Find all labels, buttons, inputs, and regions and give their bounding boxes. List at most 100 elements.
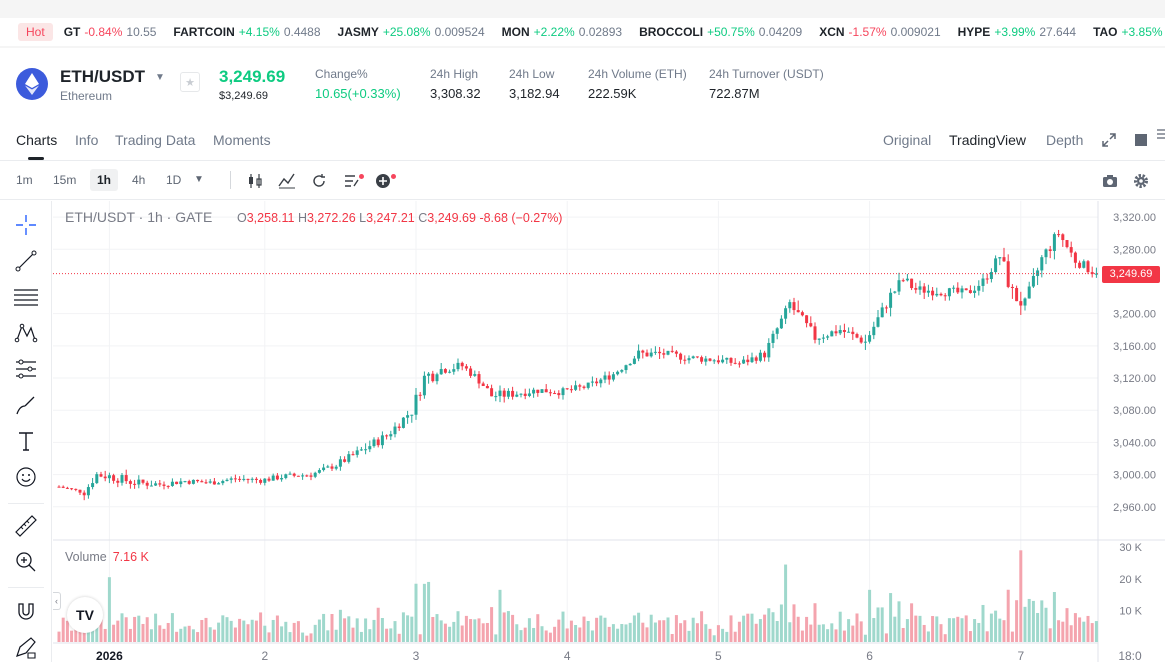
volume-bar <box>527 618 531 642</box>
candle-body <box>582 386 586 388</box>
volume-bar <box>532 627 536 642</box>
emoji-icon[interactable] <box>13 464 39 490</box>
volume-bar <box>792 604 796 642</box>
volume-bar <box>637 612 641 642</box>
pattern-icon[interactable] <box>13 320 39 346</box>
ticker-item[interactable]: JASMY +25.08% 0.009524 <box>338 25 485 39</box>
interval-1m[interactable]: 1m <box>16 173 33 187</box>
candle-body <box>729 357 733 363</box>
candle-body <box>599 379 603 384</box>
ruler-icon[interactable] <box>13 513 39 539</box>
volume-bar <box>649 614 653 642</box>
tab-moments[interactable]: Moments <box>213 132 271 148</box>
volume-bar <box>427 581 431 642</box>
lock-drawing-icon[interactable] <box>13 634 39 660</box>
prediction-icon[interactable] <box>13 356 39 382</box>
text-icon[interactable] <box>13 428 39 454</box>
tab-charts[interactable]: Charts <box>16 132 58 148</box>
y-tick-label: 3,160.00 <box>1113 341 1156 353</box>
volume-bar <box>246 624 250 642</box>
volume-bar <box>1069 625 1073 642</box>
candlestick-chart[interactable]: 2,960.00 3,000.00 3,040.00 3,080.00 3,120.00… <box>53 201 1165 662</box>
zoom-in-icon[interactable] <box>13 549 39 575</box>
ticker-item[interactable]: GT -0.84% 10.55 <box>64 25 157 39</box>
active-tab-indicator <box>28 157 44 160</box>
candle-body <box>460 362 464 367</box>
candlestick-icon[interactable] <box>245 171 265 191</box>
volume-bar <box>359 631 363 642</box>
templates-icon[interactable] <box>342 171 362 191</box>
magnet-icon[interactable] <box>13 598 39 624</box>
volume-bar <box>271 619 275 642</box>
candle-body <box>578 385 582 387</box>
view-tradingview[interactable]: TradingView <box>949 132 1027 148</box>
candle-body <box>603 375 607 380</box>
add-icon[interactable] <box>374 171 394 191</box>
candle-body <box>876 317 880 327</box>
ohlc-close: 3,249.69 <box>427 211 476 225</box>
interval-15m[interactable]: 15m <box>53 173 77 187</box>
ticker-item[interactable]: MON +2.22% 0.02893 <box>502 25 622 39</box>
ticker-item[interactable]: FARTCOIN +4.15% 0.4488 <box>173 25 320 39</box>
ticker-item[interactable]: BROCCOLI +50.75% 0.04209 <box>639 25 802 39</box>
ticker-item[interactable]: XCN -1.57% 0.009021 <box>819 25 940 39</box>
menu-icon[interactable] <box>1157 129 1165 139</box>
pair-name[interactable]: ETH/USDT <box>60 67 145 86</box>
volume-bar <box>124 617 128 642</box>
chart-pane[interactable]: 2,960.00 3,000.00 3,040.00 3,080.00 3,120.00… <box>53 201 1165 662</box>
volume-bar <box>456 611 460 642</box>
volume-bar <box>284 621 288 642</box>
interval-1h[interactable]: 1h <box>90 169 119 191</box>
chevron-down-icon[interactable]: ▼ <box>155 72 165 83</box>
candle-body <box>128 481 132 484</box>
hot-badge[interactable]: Hot <box>18 23 53 41</box>
crosshair-icon[interactable] <box>13 212 39 238</box>
camera-icon[interactable] <box>1100 171 1120 191</box>
ticker-item[interactable]: HYPE +3.99% 27.644 <box>958 25 1076 39</box>
brush-icon[interactable] <box>13 392 39 418</box>
notification-dot <box>359 174 364 179</box>
volume-bar <box>578 627 582 642</box>
volume-bar <box>1094 621 1098 642</box>
candle-body <box>65 487 69 489</box>
volume-bar <box>57 631 61 642</box>
compare-icon[interactable] <box>309 171 329 191</box>
collapse-toolbar-handle[interactable]: ‹ <box>53 592 61 610</box>
candle-body <box>448 371 452 373</box>
volume-bar <box>683 620 687 642</box>
view-depth[interactable]: Depth <box>1046 132 1084 148</box>
indicators-icon[interactable] <box>277 171 297 191</box>
volume-bar <box>1015 600 1019 642</box>
tab-trading-data[interactable]: Trading Data <box>115 132 196 148</box>
view-original[interactable]: Original <box>883 132 932 148</box>
volume-bar <box>187 625 191 642</box>
volume-bar <box>334 629 338 642</box>
volume-bar <box>397 633 401 642</box>
trend-line-icon[interactable] <box>13 248 39 274</box>
candle-body <box>82 492 86 496</box>
candle-body <box>376 439 380 446</box>
x-tick-label: 4 <box>564 649 571 662</box>
candle-body <box>1069 247 1073 253</box>
interval-dropdown-icon[interactable]: ▼ <box>194 174 204 185</box>
stat-label: Change% <box>315 67 368 81</box>
volume-bar <box>674 615 678 642</box>
candle-body <box>859 337 863 343</box>
candle-body <box>763 352 767 358</box>
fib-retracement-icon[interactable] <box>13 284 39 310</box>
star-icon[interactable]: ★ <box>180 72 200 92</box>
interval-1d[interactable]: 1D <box>166 173 182 187</box>
ohlc-o-key: O <box>237 211 247 225</box>
volume-bar <box>553 626 557 642</box>
tradingview-logo[interactable]: TV <box>67 597 103 633</box>
candle-body <box>796 310 800 313</box>
gear-icon[interactable] <box>1131 171 1151 191</box>
candle-body <box>889 292 893 308</box>
ohlc-h-key: H <box>297 211 307 225</box>
fullscreen-icon[interactable] <box>1102 133 1116 147</box>
ticker-item[interactable]: TAO+3.85%282.5 <box>1093 25 1165 39</box>
tab-info[interactable]: Info <box>75 132 99 148</box>
interval-4h[interactable]: 4h <box>132 173 146 187</box>
layout-icon[interactable] <box>1135 134 1147 146</box>
volume-value: 7.16 K <box>112 550 149 564</box>
